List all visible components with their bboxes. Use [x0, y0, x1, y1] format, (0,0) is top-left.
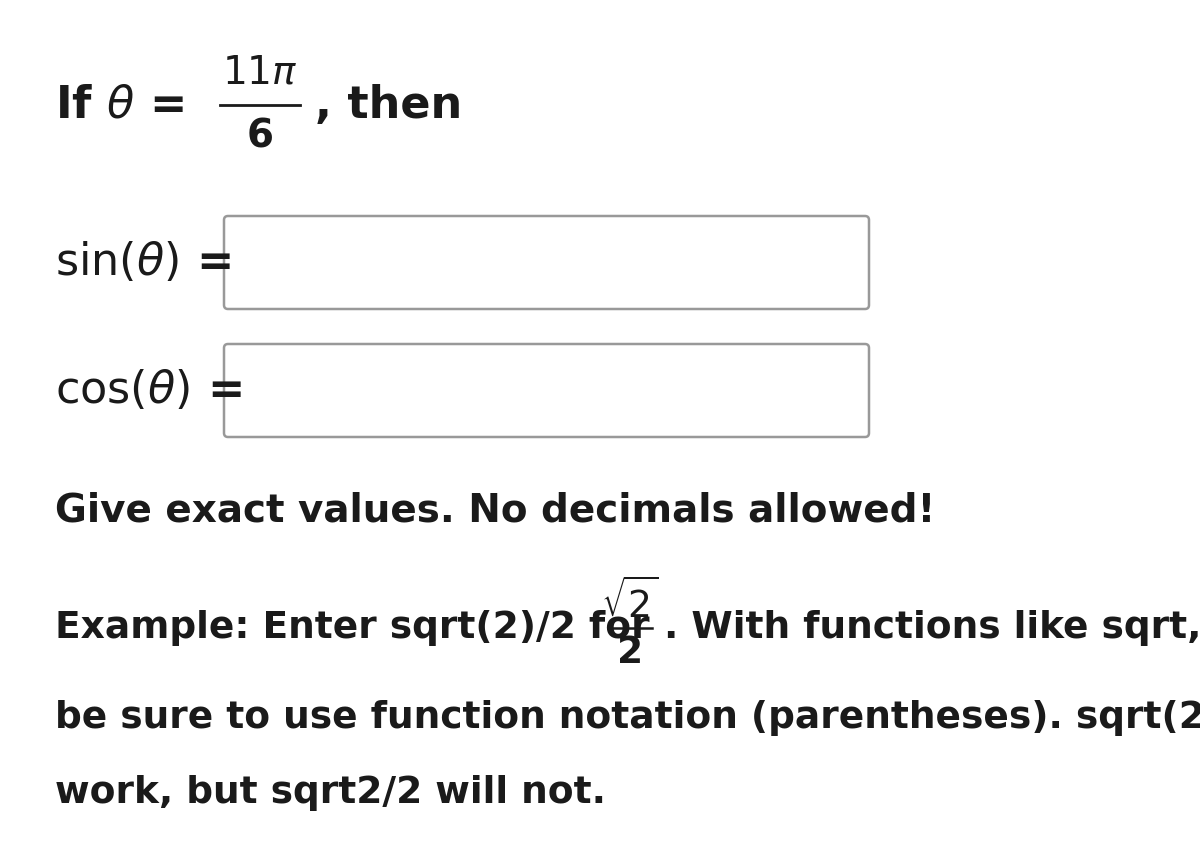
Text: work, but sqrt2/2 will not.: work, but sqrt2/2 will not. — [55, 775, 606, 811]
Text: $\sqrt{2}$: $\sqrt{2}$ — [601, 580, 659, 626]
FancyBboxPatch shape — [224, 344, 869, 437]
Text: Give exact values. No decimals allowed!: Give exact values. No decimals allowed! — [55, 491, 935, 529]
Text: 6: 6 — [246, 118, 274, 156]
Text: $11\pi$: $11\pi$ — [222, 54, 298, 92]
Text: $\cos(\theta)$ =: $\cos(\theta)$ = — [55, 368, 242, 412]
Text: Example: Enter sqrt(2)/2 for: Example: Enter sqrt(2)/2 for — [55, 610, 649, 646]
FancyBboxPatch shape — [224, 216, 869, 309]
Text: If $\theta$ =: If $\theta$ = — [55, 83, 184, 126]
Text: . With functions like sqrt,: . With functions like sqrt, — [664, 610, 1200, 646]
Text: , then: , then — [314, 83, 462, 126]
Text: $\sin(\theta)$ =: $\sin(\theta)$ = — [55, 240, 230, 284]
Text: be sure to use function notation (parentheses). sqrt(2)/2 will: be sure to use function notation (parent… — [55, 700, 1200, 736]
Text: 2: 2 — [617, 635, 643, 671]
